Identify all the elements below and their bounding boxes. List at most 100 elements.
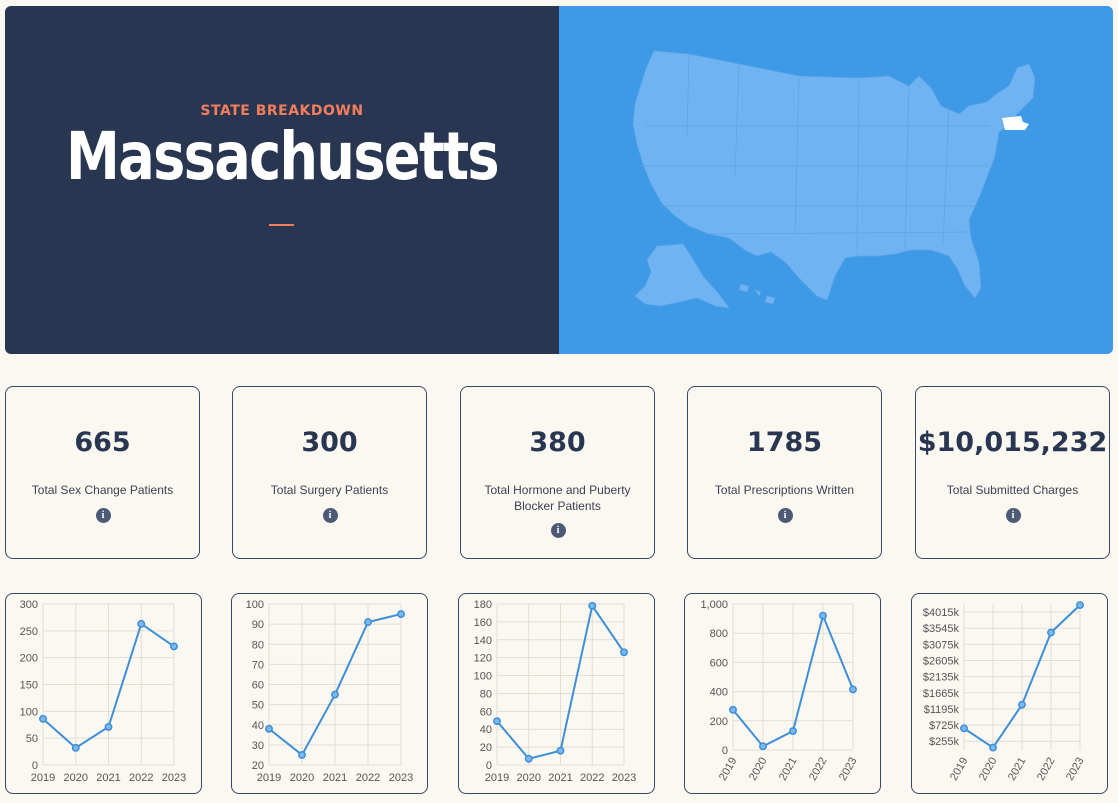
y-tick-label: 40	[252, 720, 264, 732]
y-tick-label: 20	[252, 760, 264, 772]
y-tick-label: 120	[474, 653, 492, 665]
data-point	[1047, 628, 1055, 637]
y-tick-label: $1195k	[924, 704, 960, 716]
x-tick-label: 2019	[257, 772, 281, 784]
info-icon[interactable]: i	[550, 523, 566, 538]
x-tick-label: 2021	[96, 772, 120, 784]
y-tick-label: 150	[20, 680, 38, 692]
stat-label: Total Submitted Charges	[946, 483, 1079, 497]
data-point	[265, 724, 273, 733]
info-icon[interactable]: i	[322, 508, 338, 523]
y-tick-label: 140	[474, 635, 492, 647]
hero-map-panel	[559, 6, 1113, 354]
x-tick-label: 2023	[1064, 756, 1087, 783]
alaska-shape	[634, 243, 730, 309]
y-tick-label: 70	[252, 659, 264, 671]
stat-card-surgery-patients: 300 Total Surgery Patients i	[232, 386, 427, 559]
info-icon[interactable]: i	[1005, 508, 1021, 523]
data-point	[1018, 700, 1026, 709]
y-tick-label: $2605k	[923, 656, 960, 668]
info-icon[interactable]: i	[95, 508, 111, 523]
chart-card-hormone-blocker-patients: 0 20 40 60 80 100 120 140 160 180 2019 2020 2021 2022…	[458, 593, 655, 794]
stat-card-sex-change-patients: 665 Total Sex Change Patients i	[5, 386, 200, 559]
line-chart: 0 50 100 150 200 250 300 2019 2020 2021 2022 2023	[20, 599, 187, 784]
chart-card-prescriptions: 0 200 400 600 800 1,000 2019 2020 2021 2022 2023	[684, 593, 881, 794]
y-tick-label: 60	[252, 680, 264, 692]
x-tick-label: 2019	[31, 772, 55, 784]
data-point	[364, 618, 372, 627]
data-point	[989, 743, 997, 752]
stat-label: Total Surgery Patients	[270, 483, 389, 497]
x-tick-label: 2020	[64, 772, 88, 784]
y-tick-label: $255k	[929, 736, 959, 748]
y-tick-label: $725k	[929, 720, 959, 732]
hero-banner: STATE BREAKDOWN Massachusetts	[5, 6, 1113, 354]
x-tick-label: 2020	[747, 756, 770, 783]
data-point	[759, 742, 767, 751]
data-point	[729, 705, 737, 714]
data-point	[137, 619, 146, 628]
stat-value: 300	[301, 427, 358, 458]
line-chart: 0 200 400 600 800 1,000 2019 2020 2021 2022 2023	[700, 599, 860, 783]
massachusetts-highlight	[1002, 116, 1029, 130]
x-tick-label: 2022	[807, 756, 830, 783]
y-tick-label: 50	[26, 733, 38, 745]
x-tick-label: 2020	[977, 756, 1000, 783]
x-tick-label: 2023	[612, 772, 636, 784]
data-point	[556, 746, 565, 755]
data-point	[620, 648, 628, 657]
line-chart: 20 30 40 50 60 70 80 90 100 2019 2020 2021 2022 2023	[246, 599, 414, 784]
y-tick-label: 180	[474, 599, 492, 611]
data-point	[298, 750, 306, 759]
y-tick-label: $2135k	[923, 672, 960, 684]
stat-label: Total Hormone and Puberty Blocker Patien…	[484, 483, 631, 513]
x-tick-label: 2019	[948, 756, 971, 783]
line-chart: 0 20 40 60 80 100 120 140 160 180 2019 2020 2021 2022…	[474, 599, 637, 784]
data-point	[849, 685, 857, 694]
title-divider	[269, 224, 294, 226]
y-tick-label: 50	[252, 700, 264, 712]
x-tick-label: 2022	[1035, 756, 1058, 783]
data-point	[819, 611, 827, 620]
y-tick-label: 0	[32, 760, 38, 772]
info-icon[interactable]: i	[777, 508, 793, 523]
y-tick-label: 30	[252, 740, 264, 752]
data-point	[104, 722, 113, 731]
eyebrow-label: STATE BREAKDOWN	[200, 103, 364, 119]
stat-value: 1785	[746, 427, 823, 458]
y-tick-label: 80	[252, 639, 264, 651]
y-tick-label: 100	[246, 599, 264, 611]
y-tick-label: 80	[480, 688, 492, 700]
hawaii-shape	[738, 283, 776, 305]
x-tick-label: 2020	[517, 772, 541, 784]
x-tick-label: 2021	[323, 772, 347, 784]
x-tick-label: 2022	[356, 772, 380, 784]
x-tick-label: 2023	[162, 772, 186, 784]
stat-value: $10,015,232	[917, 427, 1108, 458]
y-tick-label: 600	[710, 657, 728, 669]
y-tick-label: $1665k	[923, 688, 960, 700]
y-tick-label: $3545k	[923, 623, 960, 635]
x-tick-label: 2023	[837, 756, 860, 783]
x-tick-label: 2019	[485, 772, 509, 784]
data-point	[1076, 601, 1084, 609]
y-tick-label: 0	[486, 760, 492, 772]
x-tick-label: 2022	[580, 772, 604, 784]
x-tick-label: 2019	[717, 756, 740, 783]
y-tick-label: $4015k	[923, 607, 960, 619]
y-tick-label: 200	[20, 653, 38, 665]
data-point	[960, 724, 968, 733]
data-point	[493, 717, 501, 726]
y-tick-label: 0	[722, 745, 728, 757]
chart-card-sex-change-patients: 0 50 100 150 200 250 300 2019 2020 2021 2022 2023	[5, 593, 202, 794]
data-point	[39, 714, 47, 723]
y-tick-label: 200	[710, 716, 728, 728]
y-tick-label: 90	[252, 619, 264, 631]
x-tick-label: 2023	[389, 772, 413, 784]
data-point	[331, 690, 339, 699]
y-tick-label: 100	[474, 671, 492, 683]
stat-card-submitted-charges: $10,015,232 Total Submitted Charges i	[915, 386, 1110, 559]
stat-value: 380	[529, 427, 586, 458]
state-borders	[639, 53, 989, 257]
x-tick-label: 2021	[777, 756, 800, 783]
